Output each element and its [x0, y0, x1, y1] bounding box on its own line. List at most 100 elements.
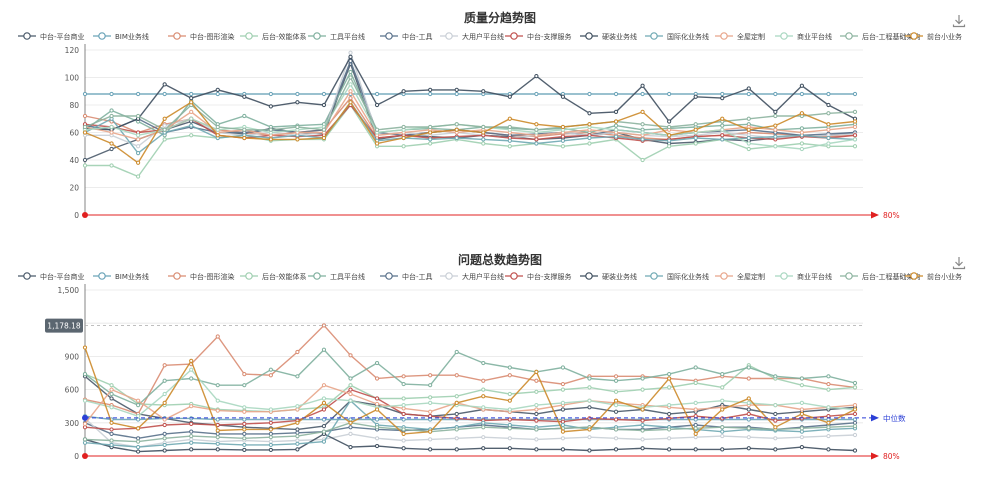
data-point[interactable]: [215, 91, 220, 97]
data-point[interactable]: [746, 426, 751, 431]
data-point[interactable]: [667, 138, 672, 143]
data-point[interactable]: [693, 122, 698, 127]
data-point[interactable]: [374, 360, 380, 366]
data-point[interactable]: [268, 127, 273, 132]
data-point[interactable]: [162, 116, 167, 121]
data-point[interactable]: [560, 387, 566, 392]
data-point[interactable]: [746, 86, 751, 91]
data-point[interactable]: [773, 113, 778, 119]
data-point[interactable]: [401, 89, 406, 94]
data-point[interactable]: [640, 437, 645, 442]
data-point[interactable]: [693, 407, 698, 412]
data-point[interactable]: [613, 378, 619, 383]
data-point[interactable]: [826, 127, 831, 132]
data-point[interactable]: [560, 134, 566, 139]
data-point[interactable]: [109, 383, 114, 388]
data-point[interactable]: [534, 402, 539, 408]
data-point[interactable]: [852, 448, 858, 453]
data-point[interactable]: [826, 122, 831, 127]
data-point[interactable]: [852, 385, 858, 390]
data-point[interactable]: [852, 417, 858, 422]
data-point[interactable]: [613, 447, 619, 452]
data-point[interactable]: [534, 447, 539, 452]
data-point[interactable]: [348, 387, 353, 392]
data-point[interactable]: [189, 96, 194, 101]
legend-item[interactable]: 大用户平台线: [440, 272, 504, 281]
data-point[interactable]: [560, 429, 566, 434]
data-point[interactable]: [454, 411, 459, 417]
legend-item[interactable]: 前台小业务: [905, 32, 962, 41]
data-point[interactable]: [109, 163, 114, 168]
data-point[interactable]: [401, 144, 406, 149]
data-point[interactable]: [667, 447, 672, 452]
data-point[interactable]: [295, 91, 300, 97]
data-point[interactable]: [374, 91, 380, 97]
data-point[interactable]: [852, 407, 858, 412]
data-point[interactable]: [534, 141, 539, 146]
data-point[interactable]: [321, 429, 327, 434]
data-point[interactable]: [481, 405, 486, 410]
data-point[interactable]: [799, 416, 804, 421]
data-point[interactable]: [507, 365, 512, 370]
data-point[interactable]: [162, 400, 167, 405]
data-point[interactable]: [613, 436, 619, 441]
data-point[interactable]: [189, 109, 194, 114]
data-point[interactable]: [852, 91, 858, 97]
data-point[interactable]: [746, 365, 751, 370]
data-point[interactable]: [348, 82, 353, 87]
data-point[interactable]: [693, 431, 698, 436]
data-point[interactable]: [587, 376, 592, 381]
data-point[interactable]: [640, 446, 645, 451]
data-point[interactable]: [587, 135, 592, 141]
data-point[interactable]: [720, 416, 725, 421]
data-point[interactable]: [162, 363, 167, 368]
legend-item[interactable]: 后台-效能体系: [240, 32, 307, 41]
data-point[interactable]: [374, 417, 380, 422]
data-point[interactable]: [242, 127, 247, 132]
data-point[interactable]: [799, 400, 804, 405]
legend-item[interactable]: 中台-图形渲染: [168, 272, 235, 281]
data-point[interactable]: [746, 146, 751, 152]
data-point[interactable]: [136, 133, 141, 138]
data-point[interactable]: [613, 402, 619, 408]
data-point[interactable]: [348, 445, 353, 450]
data-point[interactable]: [720, 398, 725, 403]
download-icon[interactable]: [952, 14, 966, 28]
data-point[interactable]: [136, 426, 141, 431]
legend-item[interactable]: 后台-效能体系: [240, 272, 307, 281]
data-point[interactable]: [640, 130, 645, 135]
data-point[interactable]: [560, 138, 566, 143]
data-point[interactable]: [560, 419, 566, 424]
data-point[interactable]: [560, 124, 566, 130]
data-point[interactable]: [799, 411, 804, 417]
data-point[interactable]: [348, 75, 353, 80]
data-point[interactable]: [667, 427, 672, 432]
data-point[interactable]: [587, 111, 592, 116]
download-icon[interactable]: [952, 256, 966, 270]
data-point[interactable]: [613, 398, 619, 403]
data-point[interactable]: [507, 398, 512, 403]
data-point[interactable]: [640, 376, 645, 381]
legend-item[interactable]: 工具平台线: [308, 32, 365, 41]
data-point[interactable]: [268, 373, 273, 378]
data-point[interactable]: [799, 141, 804, 146]
data-point[interactable]: [136, 398, 141, 403]
data-point[interactable]: [374, 127, 380, 132]
data-point[interactable]: [746, 417, 751, 422]
data-point[interactable]: [109, 431, 114, 436]
data-point[interactable]: [799, 111, 804, 116]
data-point[interactable]: [428, 383, 433, 388]
data-point[interactable]: [613, 389, 619, 394]
data-point[interactable]: [136, 449, 141, 454]
data-point[interactable]: [348, 54, 353, 59]
data-point[interactable]: [401, 427, 406, 432]
data-point[interactable]: [295, 427, 300, 432]
data-point[interactable]: [348, 383, 353, 388]
data-point[interactable]: [746, 407, 751, 412]
data-point[interactable]: [215, 428, 220, 433]
data-point[interactable]: [587, 448, 592, 453]
data-point[interactable]: [799, 429, 804, 434]
data-point[interactable]: [693, 426, 698, 431]
data-point[interactable]: [693, 417, 698, 422]
data-point[interactable]: [746, 400, 751, 405]
